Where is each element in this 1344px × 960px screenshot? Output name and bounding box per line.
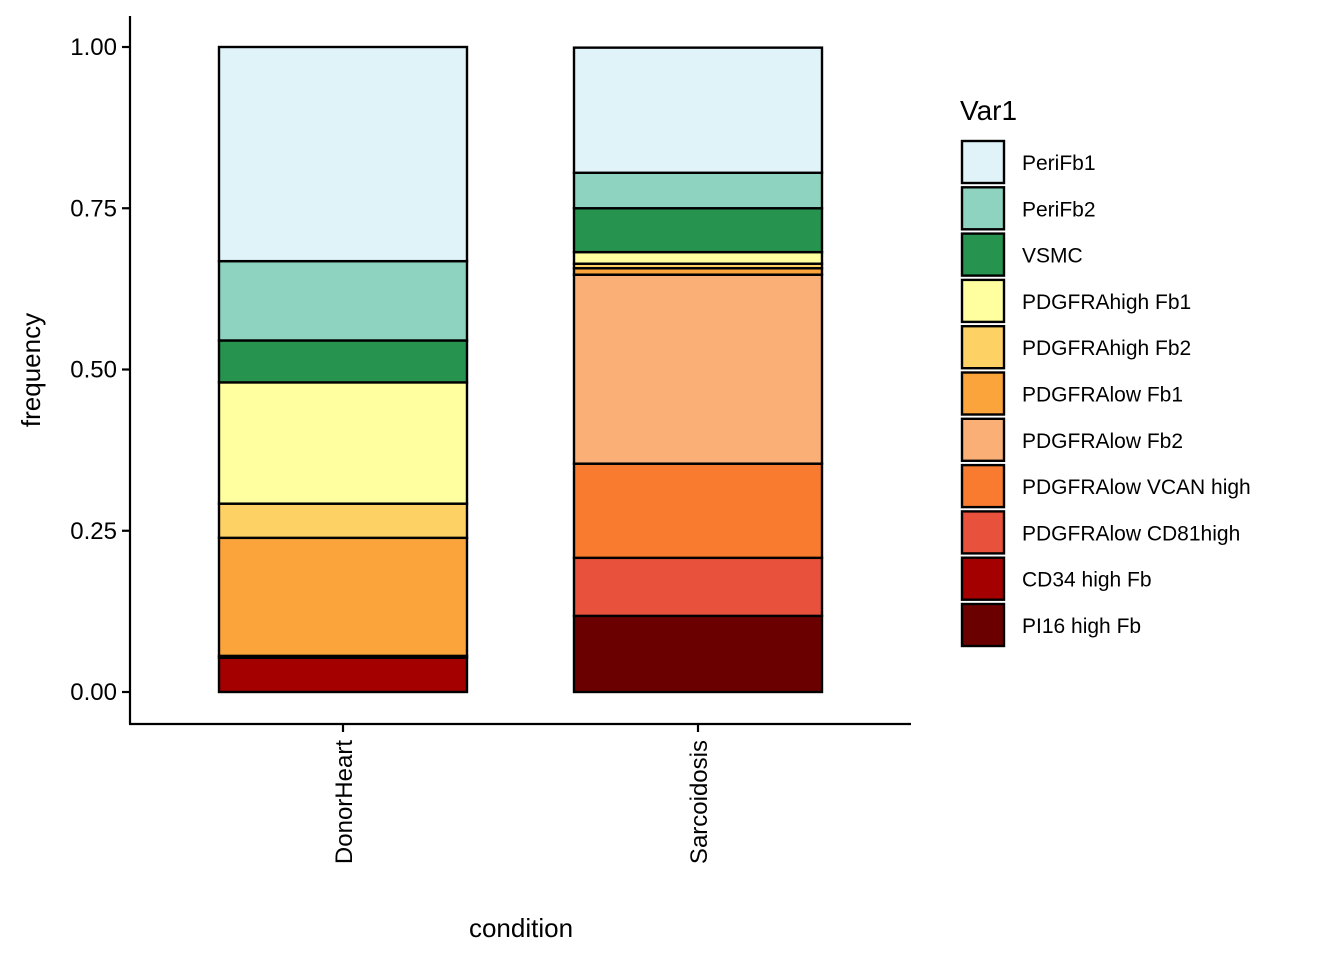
legend-label: PDGFRAlow CD81high: [1022, 522, 1240, 545]
legend-title: Var1: [960, 95, 1017, 126]
bar-segment: [217, 656, 469, 694]
legend-label: PDGFRAhigh Fb2: [1022, 337, 1191, 360]
legend-label: PDGFRAhigh Fb1: [1022, 291, 1191, 314]
x-tick-label: Sarcoidosis: [686, 740, 713, 864]
bar-segment: [572, 250, 824, 265]
bar-segment: [572, 614, 824, 694]
legend-key: [960, 139, 1006, 185]
legend-items: PeriFb1 PeriFb2 VSMC PDGFRAhigh Fb1 PDGFRAhi…: [960, 139, 1251, 648]
legend-key: [960, 232, 1006, 277]
legend-label: PDGFRAlow Fb2: [1022, 430, 1183, 453]
bar-segment: [572, 207, 824, 254]
y-tick-label: 1.00: [70, 34, 117, 61]
bar-segment: [217, 536, 469, 658]
bar-segment: [217, 259, 469, 342]
legend-key: [960, 556, 1006, 601]
y-ticks: 0.00 0.25 0.50 0.75 1.00: [70, 34, 130, 706]
legend-key: [960, 186, 1006, 231]
legend-label: PDGFRAlow Fb1: [1022, 384, 1183, 407]
bar-segment: [217, 45, 469, 263]
legend-key: [960, 325, 1006, 370]
legend-label: CD34 high Fb: [1022, 569, 1152, 592]
bar-segment: [572, 171, 824, 210]
legend-key: [960, 371, 1006, 416]
legend-key: [960, 510, 1006, 555]
y-tick-label: 0.75: [70, 195, 117, 222]
legend-label: PeriFb2: [1022, 198, 1096, 221]
bars-layer: [217, 45, 824, 694]
legend-key: [960, 602, 1006, 648]
x-tick-label: DonorHeart: [331, 740, 358, 864]
bar-segment: [217, 381, 469, 505]
bar-segment: [572, 273, 824, 465]
x-ticks: DonorHeart Sarcoidosis: [331, 724, 713, 864]
bar-segment: [217, 339, 469, 384]
y-axis-title: frequency: [16, 313, 46, 427]
bar-segment: [217, 502, 469, 540]
legend: Var1 PeriFb1 PeriFb2 VSMC PDGFRAhigh Fb1 PDG…: [960, 95, 1251, 648]
legend-label: PI16 high Fb: [1022, 615, 1141, 638]
legend-key: [960, 417, 1006, 462]
legend-label: VSMC: [1022, 245, 1083, 268]
bar-segment: [572, 462, 824, 560]
y-tick-label: 0.50: [70, 357, 117, 384]
y-tick-label: 0.00: [70, 679, 117, 706]
legend-key: [960, 278, 1006, 324]
y-tick-label: 0.25: [70, 518, 117, 545]
legend-label: PeriFb1: [1022, 152, 1096, 175]
legend-label: PDGFRAlow VCAN high: [1022, 476, 1251, 499]
x-axis-title: condition: [469, 913, 573, 943]
bar-segment: [572, 556, 824, 618]
legend-key: [960, 463, 1006, 509]
bar-segment: [572, 46, 824, 174]
